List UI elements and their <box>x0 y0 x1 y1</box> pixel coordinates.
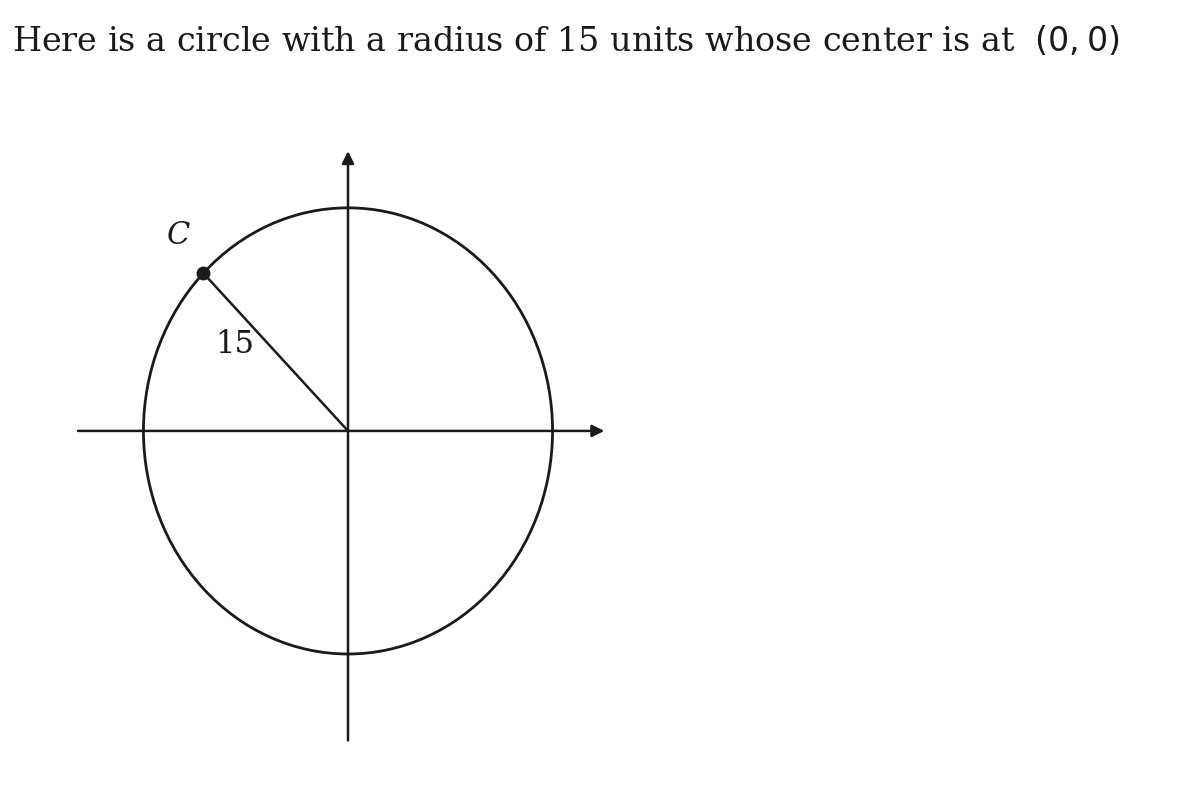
Text: Here is a circle with a radius of 15 units whose center is at  $(0, 0)$: Here is a circle with a radius of 15 uni… <box>12 24 1120 58</box>
Text: C: C <box>167 220 191 251</box>
Text: 15: 15 <box>215 329 254 360</box>
